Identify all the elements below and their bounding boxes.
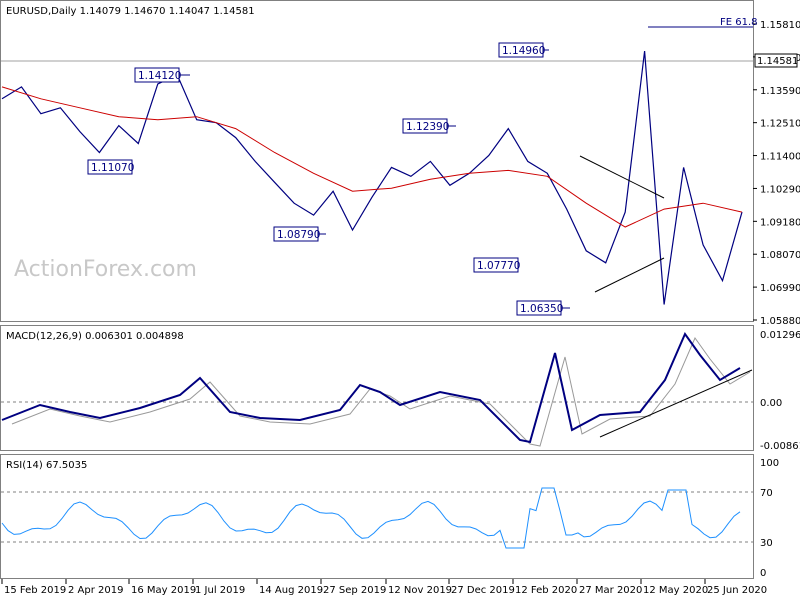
x-tick-label: 1 Jul 2019 [195,585,245,596]
rsi-y-axis: 100 70 30 0 [760,458,779,579]
annotation-4: 1.12390 [402,118,456,134]
annotation-6: 1.14960 [498,42,549,58]
svg-text:1.11070: 1.11070 [91,162,134,174]
svg-text:1.06350: 1.06350 [520,303,563,315]
macd-y-tick-label: -0.008616 [760,441,800,452]
svg-text:1.14120: 1.14120 [138,70,181,82]
x-tick-label: 27 Mar 2020 [579,585,642,596]
x-tick-label: 12 May 2020 [643,585,708,596]
macd-y-axis: 0.012967 0.00 -0.008616 [760,330,800,452]
x-tick-label: 14 Aug 2019 [259,585,323,596]
price-y-tick-label: 1.06990 [760,283,800,294]
x-tick-label: 25 Jun 2020 [707,585,767,596]
price-y-tick-label: 1.15810 [760,20,800,31]
x-tick-label: 12 Nov 2019 [388,585,452,596]
svg-text:1.07770: 1.07770 [477,260,520,272]
macd-main-line [1,331,741,444]
price-line [1,51,743,305]
x-tick-label: 27 Sep 2019 [323,585,386,596]
annotation-3: 1.08790 [273,226,326,242]
wedge-upper-line [579,155,665,199]
price-y-tick-label: 1.13590 [760,86,800,97]
x-tick-label: 12 Feb 2020 [515,585,577,596]
macd-panel [0,325,754,451]
rsi-y-tick-label: 0 [760,568,766,579]
rsi-panel-title: RSI(14) 67.5035 [6,460,87,471]
price-y-tick-label: 1.08070 [760,250,800,261]
x-tick-label: 2 Apr 2019 [68,585,123,596]
watermark: ActionForex.com [14,257,197,282]
price-y-tick-label: 1.10290 [760,184,800,195]
annotation-5: 1.07770 [473,257,520,273]
rsi-y-tick-label: 100 [760,458,779,469]
price-y-tick-label: 1.05880 [760,316,800,327]
annotation-1: 1.14120 [134,67,190,83]
macd-y-tick-label: 0.012967 [760,330,800,341]
current-price-box [754,53,798,68]
annotation-2: 1.11070 [87,159,134,175]
annotation-7: 1.06350 [516,300,570,316]
rsi-y-tick-label: 30 [760,538,773,549]
macd-trendline [599,369,753,438]
macd-signal-line [11,336,751,447]
rsi-y-tick-label: 70 [760,488,773,499]
current-price-label: 1.14581 [757,56,798,67]
price-y-tick-label: 1.12510 [760,119,800,130]
fe-label: FE 61.8 [720,17,758,28]
rsi-line [1,487,741,549]
svg-text:1.08790: 1.08790 [277,229,320,241]
x-tick-label: 15 Feb 2019 [4,585,66,596]
rsi-panel [0,454,754,579]
wedge-lower-line [594,257,665,293]
macd-panel-title: MACD(12,26,9) 0.006301 0.004898 [6,331,184,342]
price-y-tick-label: 1.09180 [760,217,800,228]
svg-text:1.14960: 1.14960 [502,45,545,57]
sma-line [1,86,743,228]
price-panel-title: EURUSD,Daily 1.14079 1.14670 1.14047 1.1… [6,6,255,17]
x-tick-label: 16 May 2019 [131,585,196,596]
x-tick-label: 27 Dec 2019 [451,585,515,596]
macd-y-tick-label: 0.00 [760,398,782,409]
price-panel [0,0,754,322]
price-y-tick-label: 1.11400 [760,152,800,163]
svg-text:1.12390: 1.12390 [406,121,449,133]
